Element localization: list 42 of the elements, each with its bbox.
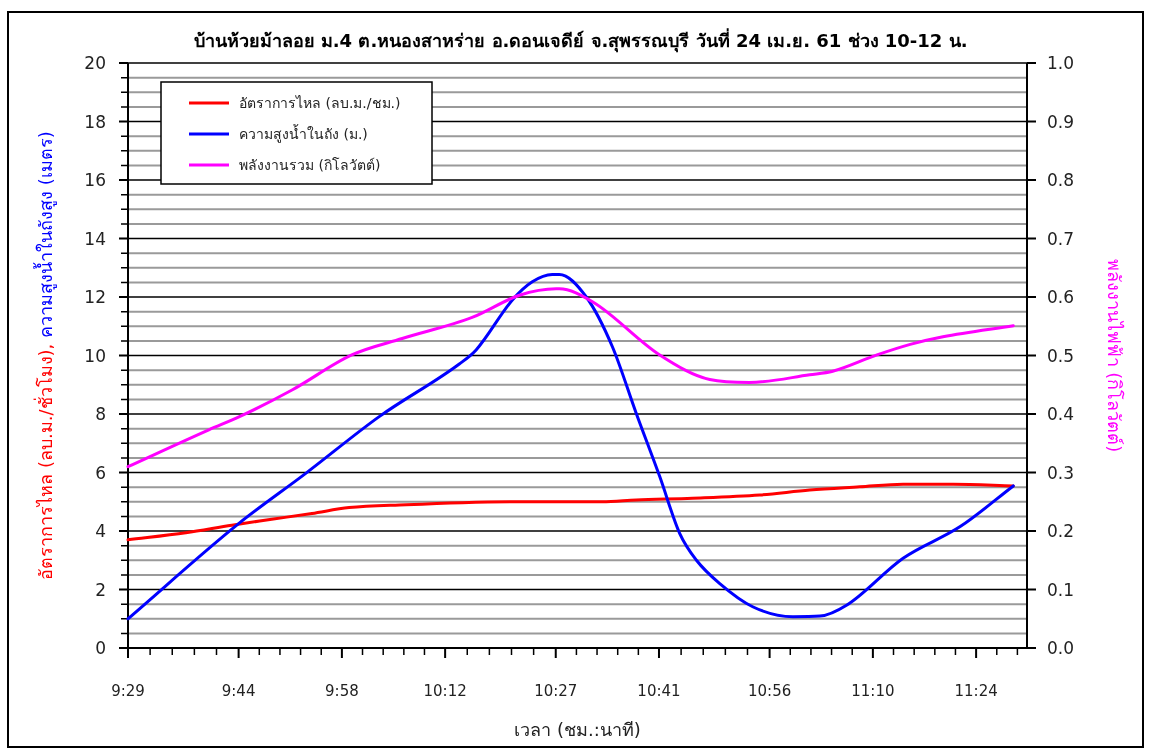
y-tick-label: 2 [95, 579, 106, 600]
line-series [126, 287, 1015, 469]
y-tick-label: 8 [95, 404, 106, 424]
line-series [126, 482, 1015, 542]
x-tick-label: 11:24 [954, 682, 998, 700]
x-tick-label: 11:10 [851, 682, 895, 700]
x-tick-label: 9:58 [325, 682, 359, 700]
y2-tick-label: 0.0 [1047, 638, 1075, 658]
y2-tick-label: 0.1 [1047, 579, 1075, 600]
y2-tick-label: 0.8 [1047, 170, 1075, 190]
x-tick-label: 10:41 [637, 682, 681, 700]
y2-axis-title: พลังงานไฟฟ้า (กิโลวัตต์) [1104, 258, 1125, 453]
y-tick-label: 20 [84, 53, 106, 73]
y2-tick-label: 0.7 [1047, 228, 1075, 249]
legend-label: อัตราการไหล (ลบ.ม./ชม.) [239, 95, 401, 111]
x-tick-label: 9:44 [221, 682, 256, 700]
line-series [126, 272, 1015, 621]
text: ความสูงน้ำในถังสูง (เมตร) [35, 131, 56, 339]
y2-tick-label: 1.0 [1047, 53, 1075, 73]
y-tick-label: 18 [84, 111, 106, 132]
y2-tick-label: 0.3 [1047, 462, 1075, 483]
y-tick-label: 14 [84, 228, 106, 249]
legend-label: ความสูงน้ำในถัง (ม.) [239, 124, 368, 143]
y-tick-label: 10 [84, 345, 106, 366]
y2-tick-label: 0.6 [1047, 287, 1075, 307]
y2-tick-label: 0.9 [1047, 111, 1075, 132]
y-tick-label: 0 [95, 638, 106, 658]
x-tick-label: 9:29 [111, 682, 145, 700]
x-tick-label: 10:27 [534, 682, 578, 700]
y-tick-label: 12 [84, 287, 106, 307]
x-axis-title: เวลา (ชม.:นาที) [514, 719, 641, 740]
x-tick-label: 10:12 [423, 682, 467, 700]
y2-tick-label: 0.2 [1047, 521, 1075, 541]
y2-tick-label: 0.5 [1047, 345, 1075, 366]
y2-tick-label: 0.4 [1047, 404, 1075, 424]
text: อัตราการไหล (ลบ.ม./ชั่วโมง), [35, 343, 56, 580]
chart-title: บ้านห้วยม้าลอย ม.4 ต.หนองสาหร่าย อ.ดอนเจดีย์ จ.สุพรรณบุรี วันที่ 24 เม.ย. 61 ช่วง 10-12 น. [193, 28, 968, 53]
y-tick-label: 16 [84, 170, 106, 190]
y-tick-label: 6 [95, 462, 106, 483]
x-tick-label: 10:56 [747, 682, 792, 700]
y-tick-label: 4 [95, 521, 106, 541]
legend-label: พลังงานรวม (กิโลวัตต์) [239, 157, 381, 173]
